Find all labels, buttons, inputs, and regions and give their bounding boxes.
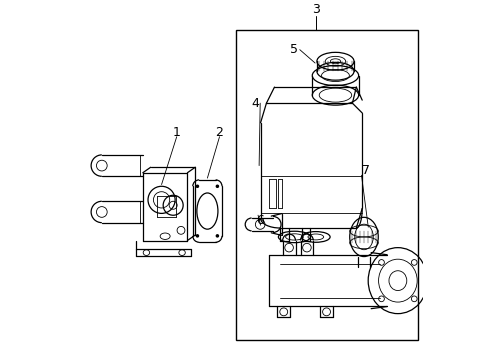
Circle shape xyxy=(216,185,218,187)
Circle shape xyxy=(196,185,198,187)
Text: 3: 3 xyxy=(311,3,319,16)
Bar xyxy=(235,30,417,341)
Text: 1: 1 xyxy=(172,126,180,139)
Text: 7: 7 xyxy=(361,165,369,177)
Circle shape xyxy=(196,235,198,237)
Text: 4: 4 xyxy=(251,97,259,110)
Text: 6: 6 xyxy=(256,215,264,228)
Text: 2: 2 xyxy=(215,126,223,139)
Circle shape xyxy=(216,235,218,237)
Text: 5: 5 xyxy=(290,43,298,56)
